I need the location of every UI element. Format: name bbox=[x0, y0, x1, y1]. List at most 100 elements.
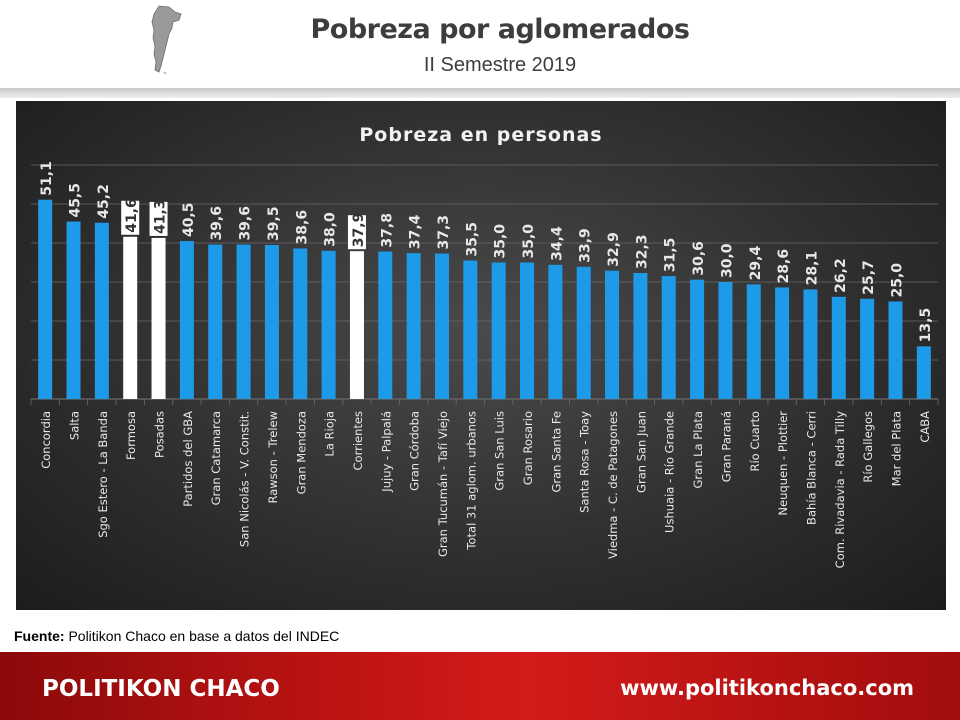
value-label: 45,2 bbox=[96, 184, 112, 219]
source-note: Fuente: Politikon Chaco en base a datos … bbox=[14, 628, 339, 644]
value-label: 41,3 bbox=[153, 199, 169, 234]
bar bbox=[66, 221, 81, 399]
category-label: Com. Rivadavia - Rada Tilly bbox=[833, 411, 847, 569]
bar bbox=[151, 237, 166, 399]
bar bbox=[123, 236, 138, 399]
category-label: Gran Santa Fe bbox=[549, 411, 563, 493]
value-label: 32,3 bbox=[634, 234, 650, 269]
category-label: CABA bbox=[918, 411, 932, 443]
argentina-map-icon bbox=[151, 5, 182, 74]
category-label: Concordia bbox=[39, 411, 53, 469]
category-label: Jujuy - Palpalá bbox=[379, 411, 393, 493]
bar bbox=[349, 251, 364, 399]
value-label: 28,6 bbox=[776, 249, 792, 284]
category-label: Gran Paraná bbox=[719, 411, 733, 482]
value-label: 31,5 bbox=[663, 238, 679, 273]
value-label: 37,9 bbox=[351, 213, 367, 248]
value-label: 39,6 bbox=[209, 206, 225, 241]
category-label: Formosa bbox=[124, 411, 138, 460]
bar bbox=[775, 287, 790, 399]
category-label: Gran Catamarca bbox=[209, 411, 223, 505]
value-label: 26,2 bbox=[833, 258, 849, 293]
category-label: San Nicolás - V. Constit. bbox=[238, 411, 252, 547]
category-label: Río Gallegos bbox=[861, 411, 875, 483]
category-label: Río Cuarto bbox=[748, 411, 762, 472]
value-labels: 51,1 45,5 45,2 41,6 41,3 40,5 39,6 39,6 39,5 38,6… bbox=[39, 161, 934, 342]
header-divider bbox=[0, 88, 960, 98]
category-label: Partidos del GBA bbox=[181, 411, 195, 507]
value-label: 28,1 bbox=[804, 251, 820, 286]
bar bbox=[831, 296, 846, 399]
bar bbox=[661, 276, 676, 399]
page-title: Pobreza por aglomerados bbox=[310, 14, 691, 45]
source-label: Fuente: bbox=[14, 628, 65, 644]
category-label: Neuquen - Plottier bbox=[776, 411, 790, 516]
bar bbox=[576, 266, 591, 399]
bar bbox=[179, 241, 194, 399]
category-label: Ushuaia - Río Grande bbox=[663, 411, 677, 533]
value-label: 39,5 bbox=[266, 206, 282, 241]
bar bbox=[208, 244, 223, 399]
category-label: Gran San Juan bbox=[634, 411, 648, 493]
category-label: Viedma - C. de Patagones bbox=[606, 411, 620, 559]
value-label: 39,6 bbox=[238, 206, 254, 241]
value-label: 25,7 bbox=[861, 260, 877, 295]
value-label: 38,6 bbox=[294, 210, 310, 245]
bar bbox=[38, 199, 53, 399]
value-label: 30,6 bbox=[691, 241, 707, 276]
bar bbox=[434, 253, 449, 399]
category-label: Santa Rosa - Toay bbox=[578, 411, 592, 513]
value-label: 33,9 bbox=[578, 228, 594, 263]
footer-url-link[interactable]: www.politikonchaco.com bbox=[620, 676, 914, 700]
bar-chart: Pobreza en personas 51,1 45,5 45,2 41,6 41,3… bbox=[30, 124, 939, 569]
value-label: 38,0 bbox=[323, 212, 339, 247]
page-subtitle: II Semestre 2019 bbox=[423, 54, 577, 76]
bar bbox=[293, 248, 308, 399]
value-label: 34,4 bbox=[549, 226, 565, 261]
source-text: Politikon Chaco en base a datos del INDE… bbox=[64, 628, 340, 644]
bar bbox=[718, 282, 733, 399]
category-label: Total 31 aglom. urbanos bbox=[464, 411, 478, 551]
bars bbox=[38, 199, 931, 399]
category-label: Gran San Luis bbox=[493, 411, 507, 491]
value-label-box bbox=[149, 201, 168, 236]
value-label-box bbox=[121, 200, 140, 235]
value-label: 40,5 bbox=[181, 203, 197, 238]
category-label: Gran Córdoba bbox=[408, 411, 422, 491]
category-label: Rawson - Trelew bbox=[266, 411, 280, 504]
value-label: 35,5 bbox=[464, 222, 480, 257]
footer-bar: POLITIKON CHACO www.politikonchaco.com bbox=[0, 652, 960, 720]
category-label: Posadas bbox=[153, 411, 167, 458]
bar bbox=[633, 273, 648, 399]
value-label: 37,8 bbox=[379, 213, 395, 248]
category-labels: Concordia Salta Sgo Estero - La Banda Formo… bbox=[39, 411, 932, 569]
value-label: 30,0 bbox=[719, 243, 735, 278]
bar bbox=[803, 289, 818, 399]
value-label: 41,6 bbox=[124, 198, 140, 233]
category-label: Gran Rosario bbox=[521, 411, 535, 485]
bar bbox=[463, 260, 478, 399]
bar bbox=[264, 244, 279, 399]
category-label: Corrientes bbox=[351, 411, 365, 470]
bar bbox=[690, 279, 705, 399]
bar bbox=[406, 253, 421, 399]
value-label: 13,5 bbox=[918, 308, 934, 343]
bar bbox=[916, 346, 931, 399]
bar bbox=[321, 250, 336, 399]
category-label: La Rioja bbox=[323, 411, 337, 457]
chart-panel: Pobreza en personas 51,1 45,5 45,2 41,6 41,3… bbox=[16, 101, 946, 610]
category-label: Sgo Estero - La Banda bbox=[96, 411, 110, 538]
chart-title: Pobreza en personas bbox=[359, 124, 602, 146]
bar bbox=[94, 222, 109, 399]
category-label: Salta bbox=[68, 411, 82, 440]
bar bbox=[491, 262, 506, 399]
value-label: 45,5 bbox=[68, 183, 84, 218]
value-label: 35,0 bbox=[493, 224, 509, 259]
category-label: Mar del Plata bbox=[889, 411, 903, 486]
bar bbox=[548, 264, 563, 399]
bar bbox=[520, 262, 535, 399]
footer-brand: POLITIKON CHACO bbox=[42, 676, 280, 702]
bar bbox=[378, 251, 393, 399]
category-label: Gran La Plata bbox=[691, 411, 705, 488]
category-label: Gran Tucumán - Tafí Viejo bbox=[436, 411, 450, 557]
